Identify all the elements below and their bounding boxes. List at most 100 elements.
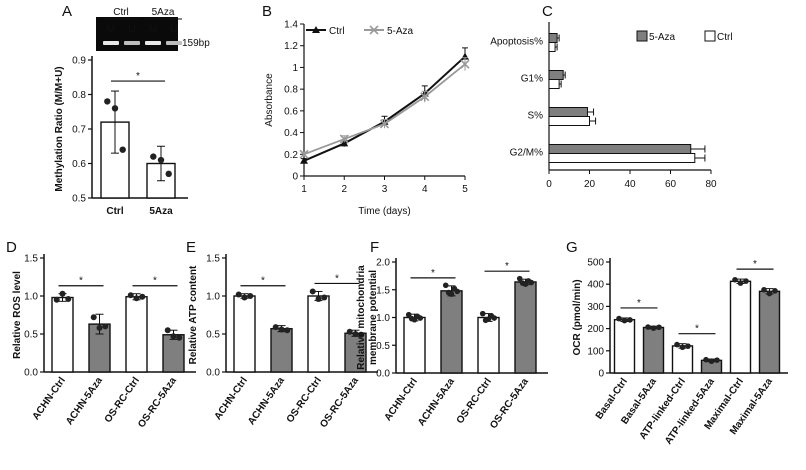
y-axis-title-d: Relative ROS level [12,271,23,359]
y-category-label: Apoptosis% [490,37,543,48]
gel-group-label: 5Aza [152,7,175,18]
data-point [737,280,744,286]
data-point [454,288,461,295]
y-tick-label: 1.2 [284,41,298,52]
data-point [358,331,365,338]
x-tick-label: 0 [546,179,552,190]
data-point [309,288,316,295]
data-point [491,315,498,321]
hbar-ctrl [548,153,696,163]
y-tick-label: 0.9 [72,56,86,67]
data-point [766,290,773,297]
x-tick-label: 60 [665,179,677,190]
y-tick-label: 0.5 [376,341,390,352]
data-point [299,149,309,159]
data-point [420,92,430,102]
gel-size-label: 159bp [182,38,210,49]
x-tick-label: 4 [422,184,428,195]
panel-letter-b: B [262,3,272,20]
data-point [621,317,628,324]
data-point [645,324,651,330]
x-axis-title-b: Time (days) [358,206,410,217]
bar-d-2 [125,296,148,373]
legend-marker [369,25,379,35]
x-category-label: OS-RC-Ctrl [455,376,494,426]
x-marker-stroke [379,119,390,129]
bar-e-0 [233,295,256,373]
x-category-label: ACHN-5Aza [64,375,105,427]
gel-lane-label: M [107,24,115,35]
y-tick-label: 0.2 [284,150,298,161]
x-tick-label: 5 [462,184,468,195]
data-point [133,295,140,302]
y-axis-title-line: Relative mitochondria [356,265,367,370]
data-point [627,317,633,323]
significance-star: * [136,71,140,82]
y-tick-label: 0.8 [72,90,86,101]
panel-letter-g: G [566,239,578,256]
bar-g-1 [642,326,665,374]
data-point [59,290,66,297]
data-point [516,275,523,282]
x-marker-stroke [299,149,309,159]
data-point [315,296,322,303]
legend-label: Ctrl [717,32,733,43]
x-category-label: ACHN-Ctrl [383,376,420,423]
gel-group-label: Ctrl [113,7,129,18]
data-point [111,105,119,112]
hbar-ctrl [548,42,556,52]
hbar-5-aza [548,144,692,154]
x-category-label: Ctrl [106,206,123,217]
data-point [417,315,424,321]
bar-d-0 [51,296,74,373]
x-category-label: ACHN-Ctrl [213,375,250,422]
y-axis-title-g: OCR (pmol/min) [572,279,583,355]
legend-marker [312,26,320,33]
legend-label: Ctrl [329,26,345,37]
data-point [164,327,171,334]
bar-g-0 [613,319,636,374]
significance-star: * [261,276,265,287]
data-point [352,331,359,337]
data-point [321,294,328,301]
data-point [90,314,97,321]
x-category-label: OS-RC-5Aza [136,375,179,430]
data-point [460,59,470,69]
x-category-label: 5Aza [149,206,173,217]
data-point [743,278,749,284]
x-tick-label: 1 [301,184,307,195]
x-category-label: ACHN-5Aza [246,375,287,427]
significance-star: * [335,273,339,284]
legend-label: 5-Aza [387,26,414,37]
data-point [176,334,183,341]
y-tick-label: 0.0 [24,368,38,379]
x-tick-label: 20 [584,179,596,190]
data-point [479,310,486,317]
y-tick-label: 0.5 [24,330,38,341]
y-axis-title-line: membrane potential [368,270,379,365]
data-point [685,343,691,349]
bar-f-1 [440,290,463,374]
data-point [616,315,622,322]
y-tick-label: 1.5 [24,254,38,265]
x-tick-label: 3 [382,184,388,195]
x-marker-stroke [460,59,470,69]
bar-f-0 [403,316,426,374]
data-point [650,325,657,331]
hbar-5-aza [548,70,564,80]
hbar-ctrl [548,116,590,126]
y-tick-label: 0.0 [206,368,220,379]
x-category-label: OS-RC-Ctrl [103,375,142,425]
bar-e-1 [270,327,293,373]
y-tick-label: 1.0 [24,292,38,303]
data-point [127,292,134,299]
legend-swatch [704,30,716,42]
y-axis-title-a: Methylation Ratio (M/M+U) [54,66,65,191]
data-point [346,328,353,335]
significance-star: * [79,276,83,287]
gel-image [96,17,178,51]
data-point [104,98,111,105]
y-axis-title-f: Relative mitochondriamembrane potential [356,265,379,370]
bar-g-4 [729,280,752,374]
y-tick-label: 0.7 [72,125,86,136]
